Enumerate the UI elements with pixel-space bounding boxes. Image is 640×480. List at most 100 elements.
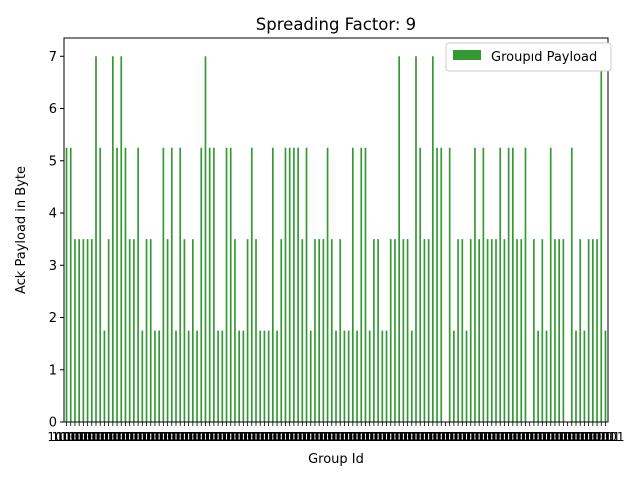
x-tick-label: 10001 [115,430,153,444]
bar [192,239,194,422]
bar [427,239,430,422]
bar [402,239,405,422]
bar [116,147,118,422]
x-tick-label: 10001 [388,430,426,444]
x-tick-label: 10001 [178,430,216,444]
x-tick-label: 10001 [94,430,132,444]
bar [465,330,468,422]
bar [69,147,72,422]
bar [288,147,291,422]
x-tick-label: 10001 [60,430,98,444]
x-tick-label: 10001 [494,430,532,444]
bar [170,147,173,422]
bar [512,147,514,422]
x-tick-label: 10001 [77,430,115,444]
legend: Groupıd Payload [445,42,612,72]
bar [318,239,320,422]
x-tick-label: 10001 [532,430,570,444]
bar [343,330,346,422]
x-tick-label: 10001 [228,430,266,444]
x-tick-label: 10001 [363,430,401,444]
legend-box [445,42,612,72]
bar [549,147,552,422]
bar [474,147,476,422]
bar [213,147,215,422]
x-tick-label: 10001 [464,430,502,444]
bar [406,239,409,422]
x-tick-label: 10001 [283,430,321,444]
x-tick-label: 10001 [300,430,338,444]
x-tick-label: 10001 [468,430,506,444]
bar [373,239,375,422]
x-tick-label: 10001 [140,430,178,444]
y-tick-label: 5 [49,154,57,169]
x-tick-label: 10001 [460,430,498,444]
x-tick-label: 10001 [502,430,540,444]
bar [360,147,363,422]
bar [229,147,232,422]
x-tick-label: 10001 [237,430,275,444]
bar [250,147,253,422]
bar [82,239,85,422]
bar [322,239,325,422]
bar [453,330,455,422]
bar [124,147,127,422]
bar [297,147,299,422]
x-tick-label: 10001 [452,430,490,444]
bar [314,239,316,422]
y-tick-label: 2 [49,311,57,326]
x-tick-label: 10001 [506,430,544,444]
x-tick-label: 10001 [182,430,220,444]
x-tick-label: 10001 [490,430,528,444]
bar [377,239,379,422]
bar [558,239,560,422]
x-tick-label: 10001 [119,430,157,444]
x-tick-label: 10001 [380,430,418,444]
bar [120,56,123,422]
bar [128,239,131,422]
bar [90,239,93,422]
bar [385,330,388,422]
bar [520,239,523,422]
x-tick-label: 10001 [64,430,102,444]
x-tick-label: 10001 [540,430,578,444]
x-tick-label: 10001 [292,430,330,444]
bar [183,239,186,422]
x-tick-label: 10001 [553,430,591,444]
bar [516,239,518,422]
x-tick-label: 10001 [570,430,608,444]
x-tick-label: 10001 [136,430,174,444]
bar [234,239,236,422]
x-tick-label: 10001 [536,430,574,444]
bar [495,239,497,422]
bar [255,239,257,422]
x-tick-label: 10001 [186,430,224,444]
x-tick-label: 10001 [431,430,469,444]
bar [196,330,198,422]
x-tick-label: 10001 [165,430,203,444]
x-tick-label: 10001 [233,430,271,444]
bar [175,330,177,422]
x-tick-label: 10001 [170,430,208,444]
bar [145,239,148,422]
bar [208,147,211,422]
bar [356,330,358,422]
bar [221,330,224,422]
x-tick-label: 10001 [523,430,561,444]
x-tick-label: 10001 [102,430,140,444]
x-tick-label: 10001 [203,430,241,444]
x-axis-label: Group Id [308,452,364,467]
bar [364,147,367,422]
x-tick-label: 10001 [544,430,582,444]
bar [499,147,502,422]
bar [537,330,539,422]
x-tick-label: 10001 [325,430,363,444]
x-tick-label: 10001 [485,430,523,444]
bar [112,56,114,422]
y-tick-label: 0 [49,416,57,431]
x-tick-label: 10001 [439,430,477,444]
bar [604,330,607,422]
x-tick-label: 10001 [85,430,123,444]
x-tick-label: 10001 [216,430,254,444]
x-tick-label: 10001 [317,430,355,444]
